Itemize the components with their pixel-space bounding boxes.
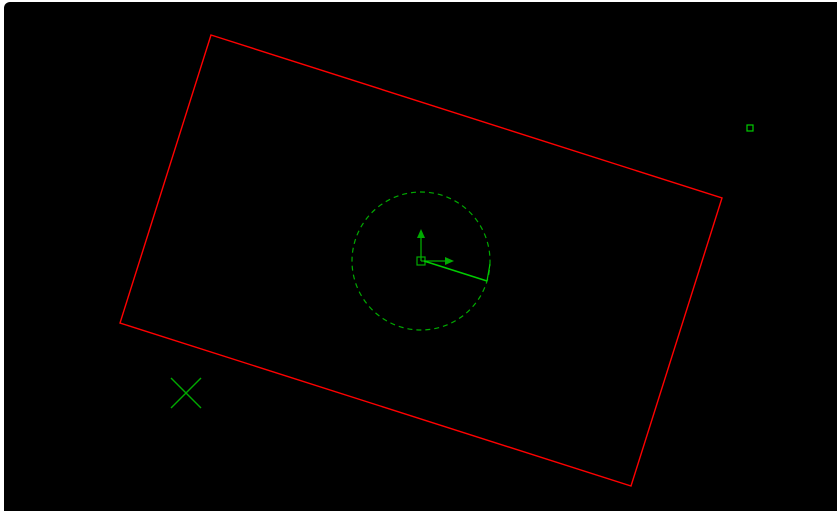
range-circle-icon: [351, 191, 491, 331]
heading-line-icon: [423, 260, 491, 282]
scene-svg[interactable]: [4, 2, 837, 511]
point-marker-icon[interactable]: [746, 124, 754, 132]
target-cross-icon[interactable]: [170, 377, 202, 409]
canvas-viewport[interactable]: [4, 2, 837, 511]
origin-axes-icon[interactable]: [416, 229, 454, 266]
boundary-rectangle[interactable]: [119, 34, 723, 487]
